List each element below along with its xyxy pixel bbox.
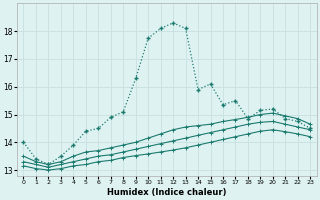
X-axis label: Humidex (Indice chaleur): Humidex (Indice chaleur) <box>107 188 227 197</box>
